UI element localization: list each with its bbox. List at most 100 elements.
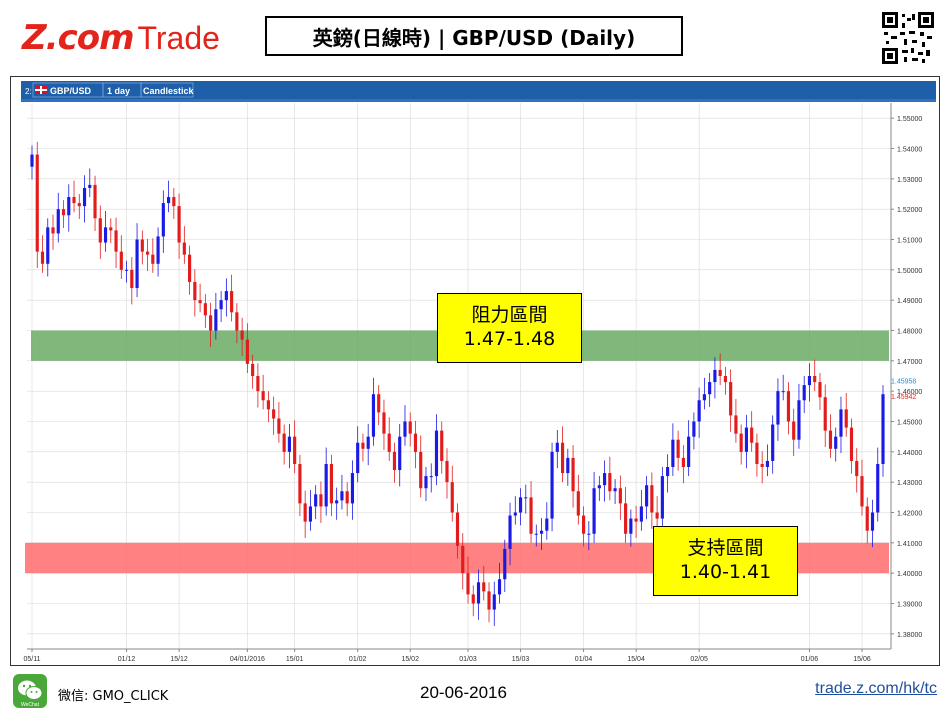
candle-body [524, 497, 528, 499]
candle-body [298, 463, 302, 504]
candle-body [177, 206, 181, 243]
y-tick-label: 1.50000 [897, 268, 922, 275]
candle-body [114, 230, 118, 252]
candle-body [618, 488, 622, 504]
candle-body [571, 457, 575, 492]
x-tick-label: 15/04 [627, 656, 645, 663]
candle-body [807, 376, 812, 386]
x-tick-label: 15/01 [286, 656, 304, 663]
candle-body [865, 506, 869, 531]
candle-body [592, 488, 596, 534]
candle-body [440, 430, 444, 461]
candle-body [687, 436, 691, 467]
candle-body [303, 503, 307, 522]
candle-body [403, 421, 407, 437]
candle-body [718, 369, 722, 376]
candle-body [214, 309, 218, 331]
candle-body [387, 433, 391, 452]
candle-body [513, 512, 517, 516]
candle-body [145, 251, 150, 255]
candle-body [188, 254, 192, 282]
candle-body [781, 391, 785, 393]
candle-body [503, 548, 507, 580]
page-title: 英鎊(日線時) | GBP/USD (Daily) [265, 16, 683, 56]
candle-body [639, 506, 643, 522]
candle-body [124, 269, 129, 271]
candle-body [319, 494, 323, 507]
candle-body [660, 476, 664, 519]
candle-body [581, 515, 586, 534]
candle-body [46, 227, 50, 264]
candle-body [750, 427, 754, 443]
candle-body [555, 442, 559, 452]
candle-body [308, 506, 312, 522]
candle-body [350, 473, 355, 504]
candle-body [455, 512, 460, 546]
x-tick-label: 01/12 [118, 656, 136, 663]
candle-body [855, 460, 859, 477]
candle-body [240, 330, 244, 340]
candle-body [398, 436, 402, 471]
candle-body [235, 312, 239, 331]
y-tick-label: 1.53000 [897, 177, 922, 184]
candle-body [471, 594, 475, 604]
candle-body [40, 251, 45, 264]
candle-body [529, 497, 533, 534]
candle-body [587, 533, 591, 535]
candle-body [849, 427, 854, 461]
toolbar-period[interactable]: 1 day [107, 86, 130, 96]
candle-body [692, 421, 696, 437]
candle-body [209, 315, 213, 331]
y-tick-label: 1.55000 [897, 116, 922, 123]
candle-body [329, 463, 334, 504]
candle-body [161, 203, 165, 237]
candle-body [723, 376, 727, 383]
candle-body [98, 218, 102, 243]
candle-body [61, 209, 66, 216]
candle-body [361, 442, 365, 449]
candle-body [156, 236, 160, 264]
candle-body [172, 197, 176, 207]
candle-body [82, 187, 87, 207]
candle-body [340, 491, 344, 501]
candle-body [424, 476, 428, 489]
website-link[interactable]: trade.z.com/hk/tc [815, 680, 937, 697]
candle-body [461, 545, 465, 574]
y-tick-label: 1.39000 [897, 602, 922, 609]
support-zone-range: 1.40-1.41 [679, 561, 772, 583]
y-tick-label: 1.43000 [897, 480, 922, 487]
toolbar-style[interactable]: Candlestick [143, 86, 195, 96]
candle-body [539, 530, 544, 534]
toolbar-symbol[interactable]: GBP/USD [50, 86, 92, 96]
candle-body [282, 433, 286, 452]
y-tick-label: 1.47000 [897, 359, 922, 366]
candle-body [314, 494, 318, 507]
x-tick-label: 02/05 [690, 656, 708, 663]
wechat-id: 微信: GMO_CLICK [58, 689, 169, 704]
chart-toolbar [21, 81, 936, 99]
candle-body [739, 433, 743, 452]
candle-body [167, 197, 171, 204]
candle-body [629, 518, 633, 534]
candle-body [534, 533, 538, 535]
candle-body [408, 421, 412, 434]
y-tick-label: 1.40000 [897, 571, 922, 578]
y-tick-label: 1.48000 [897, 329, 922, 336]
y-tick-label: 1.41000 [897, 541, 922, 548]
candle-body [508, 515, 512, 549]
report-date: 20-06-2016 [420, 683, 507, 702]
candle-body [203, 303, 207, 316]
candle-body [35, 154, 39, 252]
y-tick-label: 1.42000 [897, 511, 922, 518]
wechat-icon: WeChat [13, 674, 47, 708]
candle-body [51, 227, 55, 234]
candle-body [392, 451, 397, 471]
candle-body [823, 397, 827, 431]
candle-body [135, 239, 139, 289]
x-tick-label: 01/04 [575, 656, 593, 663]
candle-body [744, 427, 748, 452]
candle-body [324, 463, 328, 507]
x-tick-label: 15/02 [401, 656, 419, 663]
candle-body [219, 300, 223, 310]
candle-body [776, 391, 780, 425]
